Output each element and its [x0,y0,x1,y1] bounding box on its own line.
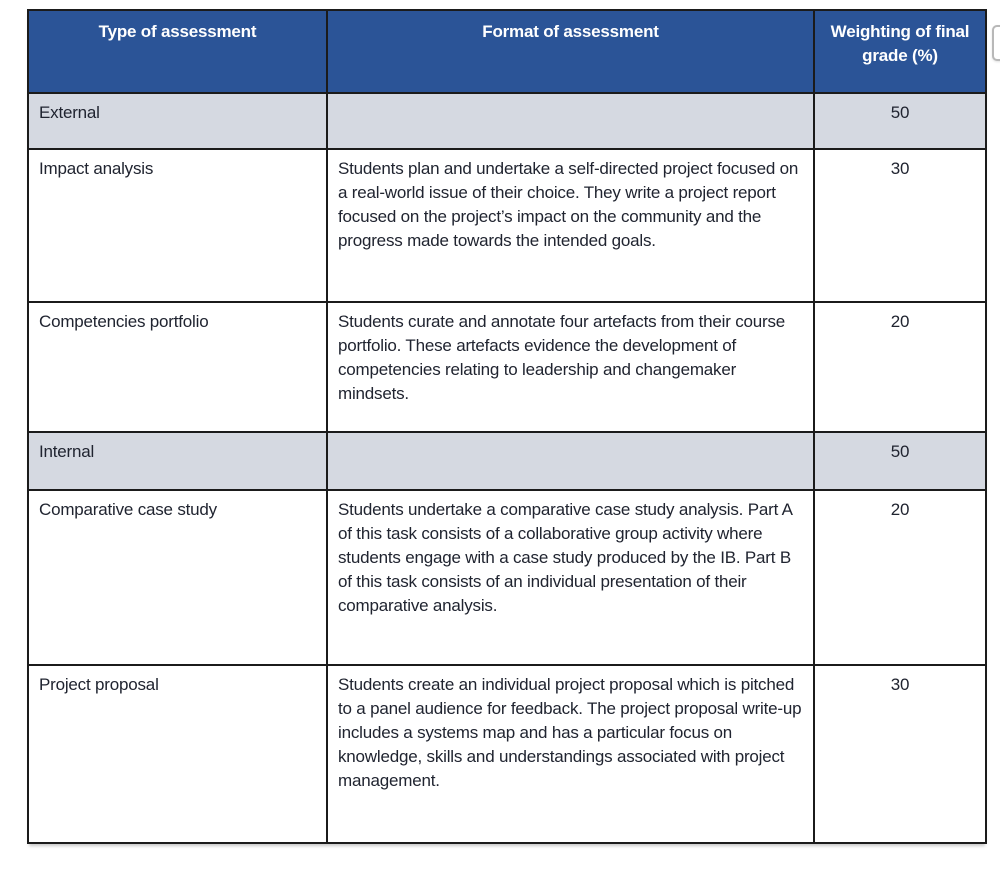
table-row-impact-analysis: Impact analysis Students plan and undert… [27,148,987,303]
edge-tab-button[interactable] [992,25,1000,61]
assessment-format: Students curate and annotate four artefa… [326,301,815,433]
assessment-type: Project proposal [27,664,328,844]
assessment-format [326,431,815,491]
table-row-comparative-case-study: Comparative case study Students undertak… [27,489,987,666]
assessment-weighting: 20 [813,301,987,433]
assessment-format: Students create an individual project pr… [326,664,815,844]
assessment-format: Students undertake a comparative case st… [326,489,815,666]
column-header-format: Format of assessment [326,9,815,94]
assessment-format [326,92,815,150]
column-header-weighting: Weighting of final grade (%) [813,9,987,94]
assessment-weighting: 50 [813,92,987,150]
column-header-type: Type of assessment [27,9,328,94]
assessment-weighting: 50 [813,431,987,491]
assessment-weighting: 20 [813,489,987,666]
table-row-competencies-portfolio: Competencies portfolio Students curate a… [27,301,987,433]
table-row-internal: Internal 50 [27,431,987,491]
assessment-type: Internal [27,431,328,491]
assessment-type: External [27,92,328,150]
assessment-type: Impact analysis [27,148,328,303]
table-row-project-proposal: Project proposal Students create an indi… [27,664,987,844]
table-header-row: Type of assessment Format of assessment … [27,9,987,94]
table-row-external: External 50 [27,92,987,150]
assessment-weighting: 30 [813,664,987,844]
assessment-format: Students plan and undertake a self-direc… [326,148,815,303]
assessment-table: Type of assessment Format of assessment … [27,9,987,844]
assessment-weighting: 30 [813,148,987,303]
assessment-type: Comparative case study [27,489,328,666]
assessment-type: Competencies portfolio [27,301,328,433]
